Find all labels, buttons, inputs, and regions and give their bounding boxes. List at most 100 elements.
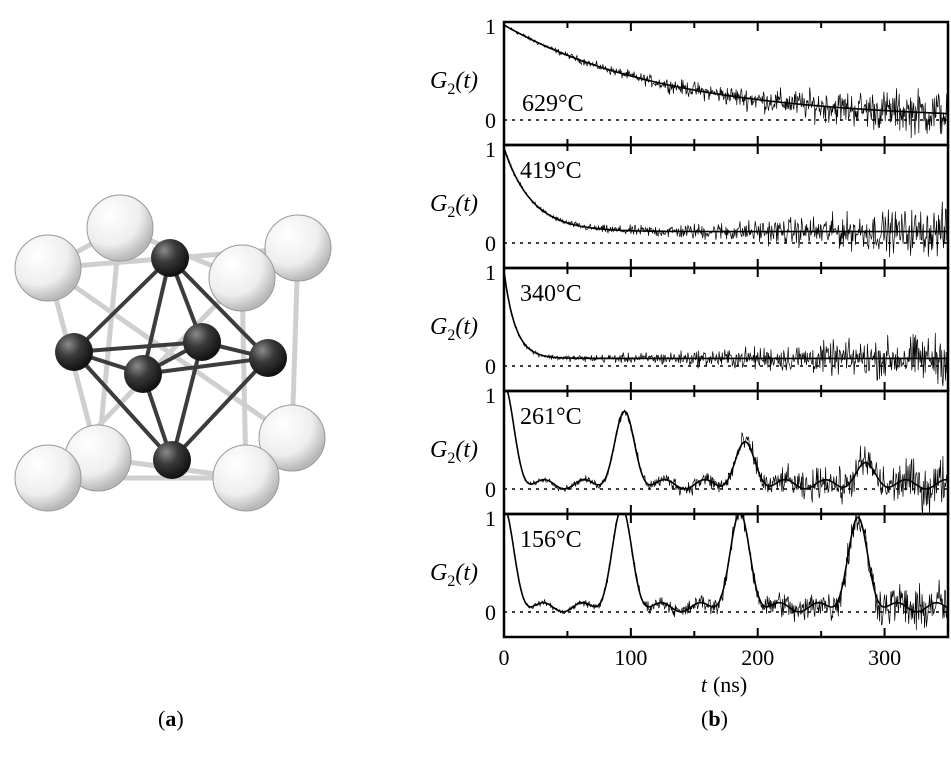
x-tick-labels: 0 100 200 300 [499,645,902,670]
y-axis-label-arg: (t) [455,560,478,586]
atoms [14,194,332,512]
panel-label-b: (b) [701,706,728,731]
temperature-unit: °C [556,158,582,184]
dark-bond [72,350,174,462]
y-axis-label-sub: 2 [447,204,455,221]
dark-bond [141,356,270,376]
temperature-label-340: 340°C [520,281,582,307]
fit-line [506,391,948,490]
y-tick-label-0: 0 [485,108,496,133]
y-axis-label-sub: 2 [447,81,455,98]
data-trace-340 [504,270,948,387]
fit-line [504,24,948,115]
light-atom [14,234,82,302]
temperature-value: 419 [520,158,556,184]
x-tick-label-100: 100 [614,645,647,670]
temperature-label-156: 156°C [520,527,582,553]
subplot-629: 1 0 G2(t) 629°C [430,14,950,147]
y-tick-label-1: 1 [485,137,496,162]
dark-bond [72,256,172,354]
light-bond [95,225,123,461]
dark-bond [170,356,270,462]
dark-atom [153,441,191,479]
dark-atom [249,339,287,377]
dark-atom [124,355,162,393]
subplot-261: 1 0 G2(t) 261°C [430,383,950,516]
fit-line [506,514,948,613]
x-tick-label-300: 300 [868,645,901,670]
y-axis-label-arg: (t) [455,191,478,217]
y-axis-label: G2(t) [430,68,478,98]
dark-atom [151,239,189,277]
y-tick-label-1: 1 [485,383,496,408]
temperature-unit: °C [556,404,582,430]
light-bond [45,265,295,441]
y-axis-label-arg: (t) [455,437,478,463]
y-tick-label-1: 1 [485,260,496,285]
light-atom [86,194,154,262]
panel-label-b-letter: b [708,706,721,731]
data-trace-156 [506,514,948,631]
light-atom [212,444,280,512]
x-tick-label-200: 200 [741,645,774,670]
noisy-data [504,22,948,139]
temperature-unit: °C [556,527,582,553]
y-tick-label-0: 0 [485,354,496,379]
dark-bond [170,340,204,462]
data-trace-419 [504,146,948,258]
temperature-value: 340 [520,281,556,307]
subplot-419: 1 0 G2(t) 419°C [430,137,950,270]
temperature-unit: °C [558,91,584,117]
y-axis-label-sub: 2 [447,573,455,590]
light-atom [264,214,332,282]
y-axis-label-sub: 2 [447,450,455,467]
fit-line [504,270,948,360]
subplot-340: 1 0 G2(t) 340°C [430,260,950,393]
dark-atom [183,323,221,361]
temperature-label-629: 629°C [522,91,584,117]
y-tick-label-0: 0 [485,231,496,256]
data-trace-629 [504,22,948,139]
temperature-value: 261 [520,404,556,430]
temperature-value: 156 [520,527,556,553]
dark-atom [55,333,93,371]
light-atom [258,404,326,472]
y-tick-label-0: 0 [485,477,496,502]
y-tick-label-1: 1 [485,14,496,39]
crystal-structure-illustration [14,194,332,512]
y-axis-label-main: G [430,191,447,217]
panel-label-a: (a) [158,706,184,731]
temperature-value: 629 [522,91,558,117]
y-axis-label: G2(t) [430,191,478,221]
y-tick-label-1: 1 [485,506,496,531]
y-axis-label-sub: 2 [447,327,455,344]
y-axis-label: G2(t) [430,314,478,344]
x-tick-label-0: 0 [499,645,510,670]
temperature-label-261: 261°C [520,404,582,430]
data-trace-261 [506,391,948,514]
panel-label-a-letter: a [165,706,177,731]
y-axis-label-main: G [430,437,447,463]
y-tick-label-0: 0 [485,600,496,625]
subplot-frame [502,20,950,147]
temperature-unit: °C [556,281,582,307]
y-axis-label-arg: (t) [455,314,478,340]
noisy-data [506,514,948,631]
y-axis-label-main: G [430,560,447,586]
light-atom [208,244,276,312]
g2-plots: 10G2(t)629°C10G2(t)419°C10G2(t)340°C10G2… [430,14,950,639]
y-axis-label: G2(t) [430,437,478,467]
x-axis-variable: t [701,672,708,697]
dark-bond [168,256,270,360]
y-axis-label-main: G [430,68,447,94]
dark-bond [72,340,204,354]
subplot-frame [502,512,950,639]
y-axis-label: G2(t) [430,560,478,590]
x-axis-label: t (ns) [701,672,747,697]
y-axis-label-main: G [430,314,447,340]
y-axis-label-arg: (t) [455,68,478,94]
temperature-label-419: 419°C [520,158,582,184]
light-atom [14,444,82,512]
subplot-156: 1 0 G2(t) 156°C [430,506,950,639]
